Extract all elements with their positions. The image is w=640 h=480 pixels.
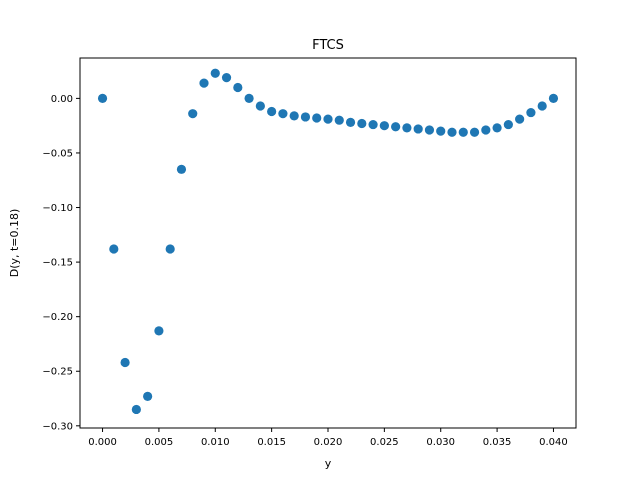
y-tick-label: −0.20: [42, 312, 73, 323]
data-point: [413, 124, 423, 134]
data-point: [278, 109, 288, 119]
data-point: [424, 125, 435, 135]
data-point: [165, 244, 175, 254]
data-points: [97, 68, 559, 415]
data-point: [458, 127, 468, 137]
x-axis-label: y: [325, 457, 332, 470]
x-tick-label: 0.000: [88, 437, 117, 448]
y-tick-label: 0.00: [51, 94, 73, 105]
data-point: [109, 244, 119, 254]
y-tick-label: −0.05: [42, 148, 73, 159]
y-tick-label: −0.30: [42, 421, 73, 432]
data-point: [537, 101, 547, 111]
y-tick-label: −0.10: [42, 203, 73, 214]
data-point: [97, 93, 108, 103]
data-point: [143, 391, 153, 401]
data-point: [334, 115, 344, 125]
data-point: [244, 93, 254, 103]
data-point: [515, 114, 525, 124]
data-point: [379, 121, 389, 131]
x-tick-label: 0.020: [314, 437, 343, 448]
x-tick-label: 0.015: [257, 437, 286, 448]
y-axis-label: D(y, t=0.18): [8, 209, 21, 278]
data-point: [267, 106, 277, 117]
data-point: [469, 127, 480, 137]
data-point: [391, 122, 401, 132]
data-point: [503, 119, 513, 130]
data-point: [188, 109, 198, 119]
data-point: [300, 112, 311, 122]
data-point: [210, 68, 220, 78]
data-point: [221, 73, 232, 83]
data-point: [131, 404, 141, 415]
x-axis: 0.000 0.005 0.010 0.015 0.020 0.025 0.030 0.035…: [88, 428, 568, 448]
data-point: [548, 93, 559, 103]
data-point: [255, 101, 265, 111]
data-point: [289, 111, 299, 121]
data-point: [526, 107, 536, 118]
y-tick-label: −0.25: [42, 367, 73, 378]
data-point: [481, 125, 491, 135]
x-tick-label: 0.030: [426, 437, 455, 448]
data-point: [199, 78, 209, 88]
data-point: [233, 82, 243, 93]
data-point: [323, 114, 333, 124]
chart-title: FTCS: [312, 38, 344, 53]
data-point: [154, 326, 164, 336]
data-point: [345, 117, 356, 127]
y-tick-label: −0.15: [42, 258, 73, 269]
plot-area-frame: [79, 57, 577, 429]
data-point: [176, 164, 187, 174]
data-point: [368, 119, 378, 130]
x-tick-label: 0.005: [145, 437, 174, 448]
data-point: [357, 118, 367, 129]
x-tick-label: 0.025: [370, 437, 399, 448]
x-tick-label: 0.010: [201, 437, 230, 448]
y-axis: 0.00 −0.05 −0.10 −0.15 −0.20 −0.25 −0.30: [42, 94, 80, 432]
data-point: [447, 127, 457, 137]
data-point: [492, 123, 502, 133]
x-tick-label: 0.040: [539, 437, 568, 448]
data-point: [120, 357, 130, 368]
data-point: [402, 123, 412, 133]
data-point: [312, 113, 322, 123]
x-tick-label: 0.035: [483, 437, 512, 448]
data-point: [436, 126, 446, 136]
